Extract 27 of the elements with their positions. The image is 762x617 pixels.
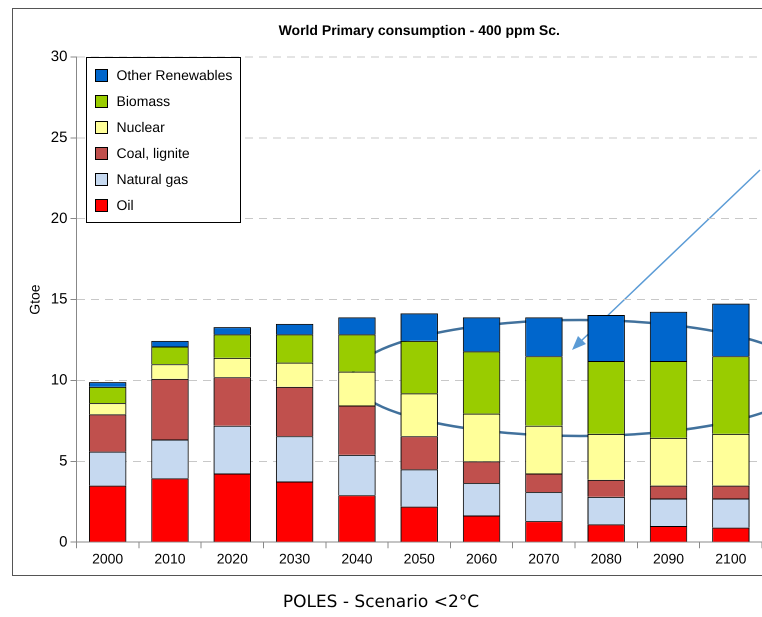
x-tick-label: 2060 bbox=[466, 550, 498, 566]
y-tick-label: 30 bbox=[50, 48, 68, 66]
x-tick-label: 2040 bbox=[341, 550, 373, 566]
legend-label: Natural gas bbox=[116, 171, 188, 187]
y-axis-title: Gtoe bbox=[26, 284, 42, 315]
x-tick-label: 2020 bbox=[216, 550, 248, 566]
legend-label: Other Renewables bbox=[116, 67, 232, 83]
text: POLES - Scenario <2°C bbox=[282, 592, 480, 612]
legend-label: Oil bbox=[116, 197, 134, 213]
x-tick-label: 2070 bbox=[528, 550, 560, 566]
y-tick-label: 5 bbox=[59, 452, 68, 470]
x-tick-label: 2010 bbox=[154, 550, 186, 566]
x-tick-label: 2050 bbox=[404, 550, 436, 566]
x-tick-label: 2030 bbox=[279, 550, 310, 566]
y-tick-label: 20 bbox=[50, 210, 68, 227]
y-tick-label: 25 bbox=[50, 129, 68, 146]
x-tick-label: 2000 bbox=[92, 550, 124, 566]
legend-label: Coal, lignite bbox=[116, 145, 190, 161]
chart-title: World Primary consumption - 400 ppm Sc. bbox=[278, 22, 560, 38]
y-tick-label: 0 bbox=[59, 533, 68, 550]
x-tick-label: 2090 bbox=[652, 550, 684, 566]
y-tick-label: 15 bbox=[50, 290, 68, 308]
legend-label: Nuclear bbox=[116, 119, 165, 135]
x-tick-label: 2100 bbox=[715, 550, 747, 566]
y-tick-label: 10 bbox=[50, 372, 68, 389]
legend-label: Biomass bbox=[116, 93, 170, 109]
x-tick-label: 2080 bbox=[590, 550, 622, 566]
